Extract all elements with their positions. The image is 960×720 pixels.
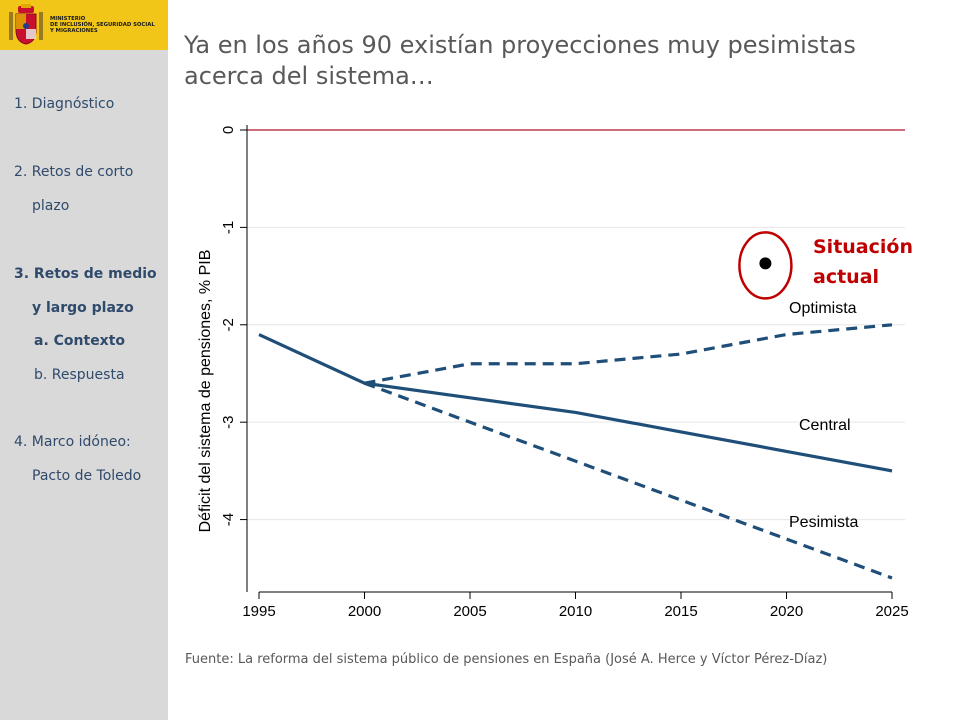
y-tick-label: -2 <box>220 318 237 331</box>
ministry-logo: Ministerio de Inclusión, Seguridad Socia… <box>0 0 168 50</box>
x-tick-label: 2000 <box>348 603 381 620</box>
nav-item-retos-medio[interactable]: 3. Retos de medio <box>14 266 157 282</box>
coat-of-arms-icon <box>9 4 43 45</box>
situation-label: Situación <box>813 236 913 258</box>
y-tick-label: -1 <box>220 221 237 234</box>
x-tick-label: 2010 <box>559 603 592 620</box>
nav-item-marco[interactable]: 4. Marco idóneo: <box>14 434 131 450</box>
ministry-line: y Migraciones <box>50 28 98 34</box>
x-tick-label: 1995 <box>242 603 275 620</box>
series-label-optimista: Optimista <box>789 300 857 317</box>
axes: 0 -1 -2 -3 -4 1995 2000 2005 2010 2015 2020 2025 Déf… <box>197 125 909 620</box>
nav-subitem-contexto[interactable]: a. Contexto <box>34 333 126 349</box>
series-labels: Central Optimista Pesimista <box>789 300 858 531</box>
chart-background <box>174 100 924 640</box>
x-tick-label: 2005 <box>453 603 486 620</box>
sidebar: Ministerio de Inclusión, Seguridad Socia… <box>0 0 168 720</box>
ministry-line: de Inclusión, Seguridad Social <box>50 22 155 28</box>
series-label-central: Central <box>799 417 851 434</box>
series-label-pesimista: Pesimista <box>789 514 858 531</box>
nav-item-retos-corto-cont[interactable]: plazo <box>32 198 70 214</box>
situation-annotation: Situación actual <box>738 231 913 300</box>
nav-subitem-respuesta[interactable]: b. Respuesta <box>34 367 125 383</box>
situation-label: actual <box>813 266 879 288</box>
situation-dot <box>759 257 772 270</box>
nav-item-marco-cont[interactable]: Pacto de Toledo <box>32 468 142 484</box>
y-axis-title: Déficit del sistema de pensiones, % PIB <box>197 250 214 533</box>
situation-circle <box>738 231 793 300</box>
nav-item-retos-corto[interactable]: 2. Retos de corto <box>14 164 134 180</box>
ministry-name: Ministerio de Inclusión, Seguridad Socia… <box>50 16 166 34</box>
y-tick-label: 0 <box>220 126 237 134</box>
series-lines <box>258 323 893 580</box>
y-tick-label: -3 <box>220 416 237 429</box>
slide-title: Ya en los años 90 existían proyecciones … <box>184 31 856 90</box>
x-tick-label: 2020 <box>770 603 803 620</box>
ministry-line: Ministerio <box>50 16 86 22</box>
y-tick-label: -4 <box>220 513 237 526</box>
x-tick-label: 2025 <box>875 603 908 620</box>
nav-item-retos-medio-cont[interactable]: y largo plazo <box>32 300 134 316</box>
source-note: Fuente: La reforma del sistema público d… <box>185 652 828 667</box>
x-tick-label: 2015 <box>664 603 697 620</box>
nav-item-diagnostico[interactable]: 1. Diagnóstico <box>14 96 115 112</box>
gridlines <box>247 129 905 521</box>
series-line-pesimista <box>363 381 893 580</box>
